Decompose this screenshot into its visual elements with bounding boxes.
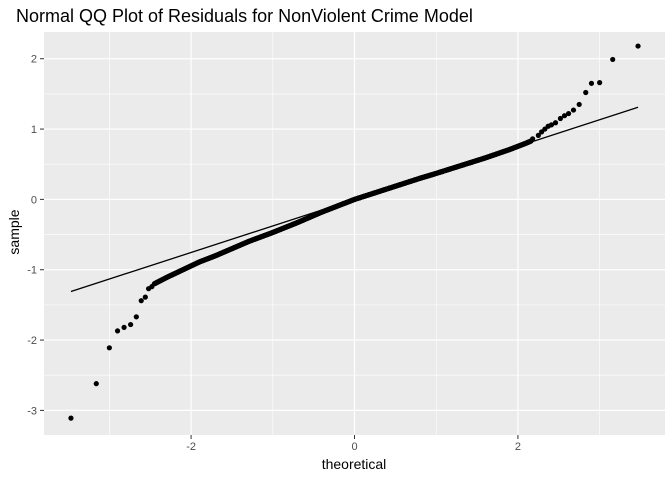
data-point <box>557 115 564 122</box>
data-point <box>635 43 641 49</box>
data-point <box>565 110 572 117</box>
y-tick-label: -3 <box>27 405 37 417</box>
data-point <box>552 120 559 126</box>
data-point <box>138 298 144 304</box>
data-point <box>128 321 134 328</box>
axis-ticks: -2 0 2 -3 -2 -1 0 1 2 <box>27 54 521 453</box>
grid-lines <box>44 32 665 435</box>
reference-line <box>70 106 639 293</box>
data-point <box>142 294 148 300</box>
y-tick-label: -1 <box>27 265 37 277</box>
data-points <box>68 43 641 421</box>
data-point <box>583 89 589 96</box>
y-tick-label: 2 <box>31 54 37 66</box>
data-point <box>597 80 603 86</box>
data-point <box>610 56 616 63</box>
y-tick-label: -2 <box>27 335 37 347</box>
data-point <box>133 314 139 320</box>
data-point <box>588 80 595 86</box>
data-point <box>68 415 74 421</box>
data-point <box>548 122 555 128</box>
data-point <box>121 324 127 330</box>
y-tick-label: 0 <box>31 194 37 206</box>
data-point <box>149 284 155 290</box>
data-point <box>535 132 541 138</box>
y-axis-title: sample <box>6 209 22 254</box>
data-point <box>561 113 568 119</box>
y-tick-label: 1 <box>31 124 37 136</box>
x-tick-label: -2 <box>186 441 196 453</box>
data-point <box>576 101 582 108</box>
x-tick-label: 0 <box>351 441 357 453</box>
data-point <box>114 328 121 334</box>
data-point <box>530 136 536 142</box>
chart-title: Normal QQ Plot of Residuals for NonViole… <box>16 6 473 26</box>
x-axis-title: theoretical <box>322 456 387 472</box>
data-point <box>106 345 112 351</box>
data-point <box>570 107 577 113</box>
data-point <box>93 381 99 387</box>
x-tick-label: 2 <box>515 441 521 453</box>
